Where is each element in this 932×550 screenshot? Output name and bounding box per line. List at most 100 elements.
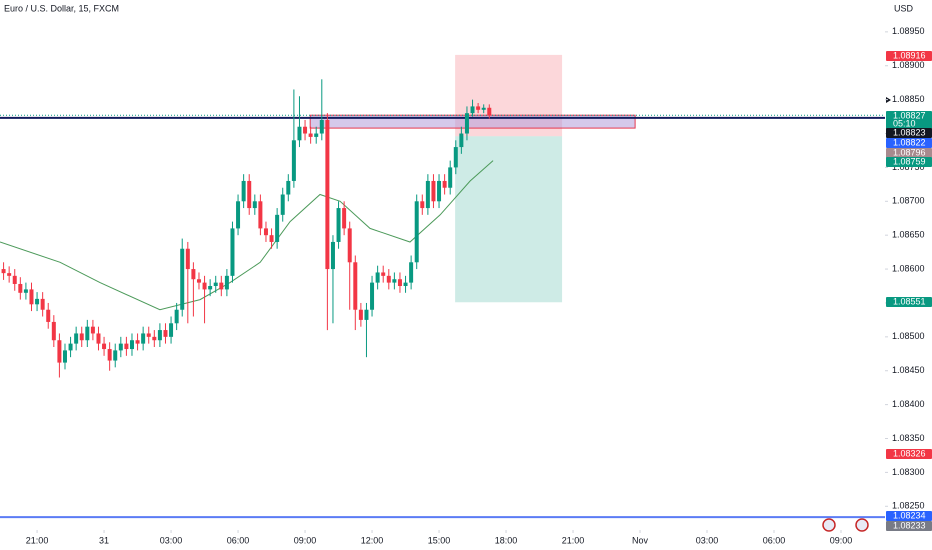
price-tag-label: 1.08326 <box>893 448 926 458</box>
event-flag[interactable] <box>855 518 869 532</box>
candle-body <box>219 282 224 290</box>
y-tick-label: 1.08900 <box>892 60 925 70</box>
price-tag <box>886 51 932 61</box>
candle-body <box>79 333 84 341</box>
candle-body <box>129 340 134 350</box>
candle-body <box>319 119 324 134</box>
axis-marker <box>886 97 891 103</box>
y-tick-label: 1.08650 <box>892 230 925 240</box>
candle-body <box>291 140 296 181</box>
candle-body <box>46 309 51 322</box>
candle-body <box>74 333 79 344</box>
candle-body <box>437 180 442 202</box>
candle-body <box>252 201 257 209</box>
candle-body <box>442 180 447 188</box>
candle-body <box>196 279 201 283</box>
candle-body <box>62 350 67 363</box>
y-tick-label: 1.08950 <box>892 26 925 36</box>
candle-body <box>286 180 291 195</box>
candle-body <box>297 126 302 141</box>
event-flag[interactable] <box>822 518 836 532</box>
chart-title: Euro / U.S. Dollar, 15, FXCM <box>4 3 119 13</box>
candle-body <box>135 340 140 344</box>
candle-body <box>325 119 330 270</box>
candle-body <box>275 214 280 242</box>
candle-body <box>476 106 481 110</box>
price-tag-label: 1.08827 <box>893 110 926 120</box>
candle-body <box>118 343 123 351</box>
candle-body <box>364 309 369 320</box>
price-tag-label: 1.08759 <box>893 156 926 166</box>
candle-body <box>35 298 40 305</box>
candle-body <box>308 133 313 137</box>
candle-body <box>448 167 453 188</box>
candle-body <box>314 133 319 137</box>
candle-body <box>202 282 207 290</box>
x-tick-label: 12:00 <box>361 535 384 545</box>
price-tag-label: 1.08822 <box>893 137 926 147</box>
candle-body <box>174 309 179 324</box>
candle-body <box>1 269 6 274</box>
candle-body <box>453 147 458 168</box>
candle-body <box>280 194 285 215</box>
candle-body <box>420 201 425 209</box>
plot <box>0 54 885 519</box>
candle-body <box>102 343 107 350</box>
candle-body <box>7 273 12 276</box>
price-tag <box>886 521 932 531</box>
y-tick-label: 1.08500 <box>892 331 925 341</box>
flags <box>822 518 869 532</box>
candle-body <box>470 106 475 114</box>
x-tick-label: 09:00 <box>830 535 853 545</box>
candle-body <box>487 107 492 116</box>
price-tag <box>886 449 932 459</box>
candle-body <box>241 180 246 202</box>
candle-body <box>230 228 235 276</box>
y-tick-label: 1.08350 <box>892 433 925 443</box>
candle-body <box>51 321 56 341</box>
candle-body <box>85 326 90 341</box>
candle-body <box>57 340 62 363</box>
candle-body <box>169 323 174 337</box>
candle-body <box>464 113 469 134</box>
candle-body <box>107 349 112 361</box>
candle-body <box>370 282 375 310</box>
x-tick-label: 15:00 <box>428 535 451 545</box>
y-tick-label: 1.08300 <box>892 467 925 477</box>
currency: USD <box>894 3 914 13</box>
candle-body <box>141 333 146 344</box>
candle-body <box>191 269 196 280</box>
candle-body <box>386 275 391 283</box>
candle-body <box>40 298 45 310</box>
y-tick-label: 1.08450 <box>892 365 925 375</box>
price-tag-label: 1.08823 <box>893 127 926 137</box>
candle-body <box>397 279 402 287</box>
candle-body <box>375 272 380 283</box>
x-tick-label: Nov <box>632 535 649 545</box>
price-tag <box>886 511 932 521</box>
candle-body <box>459 133 464 148</box>
price-tag-label: 1.08233 <box>893 520 926 530</box>
price-tag-label: 1.08551 <box>893 296 926 306</box>
candle-body <box>180 248 185 310</box>
candle-body <box>247 180 252 209</box>
candle-body <box>425 180 430 209</box>
candle-body <box>347 228 352 263</box>
candle-body <box>330 241 335 270</box>
x-tick-label: 18:00 <box>495 535 518 545</box>
candle-body <box>146 333 151 337</box>
candle-body <box>90 326 95 334</box>
y-tick-label: 1.08250 <box>892 501 925 511</box>
price-tag <box>886 111 932 129</box>
candle-body <box>263 228 268 236</box>
candle-body <box>303 126 308 134</box>
candle-body <box>213 282 218 287</box>
x-tick-label: 09:00 <box>294 535 317 545</box>
x-tick-label: 21:00 <box>26 535 49 545</box>
candle-body <box>163 330 168 337</box>
candle-body <box>23 289 28 293</box>
candle-body <box>353 262 358 310</box>
candle-body <box>342 208 347 229</box>
